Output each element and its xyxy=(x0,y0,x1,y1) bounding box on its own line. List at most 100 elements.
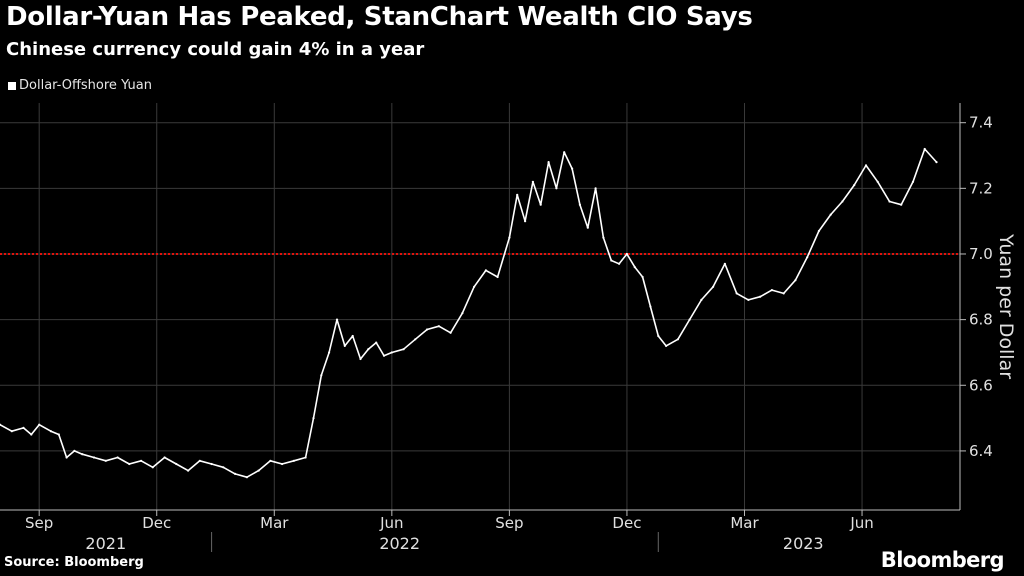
data-point xyxy=(292,459,295,462)
chart-subtitle: Chinese currency could gain 4% in a year xyxy=(6,39,425,60)
data-point xyxy=(911,180,915,183)
data-point xyxy=(343,344,346,347)
data-point xyxy=(151,466,154,469)
data-point xyxy=(198,459,201,462)
data-point xyxy=(81,453,84,456)
data-point xyxy=(304,456,307,459)
data-point xyxy=(618,262,621,265)
x-tick-label: Sep xyxy=(25,514,53,532)
data-point xyxy=(426,328,429,331)
x-tick-label: Dec xyxy=(142,514,171,532)
data-point xyxy=(864,164,868,167)
data-point xyxy=(473,285,476,288)
data-point xyxy=(57,433,60,436)
data-point xyxy=(38,423,41,426)
data-point xyxy=(257,469,260,472)
data-point xyxy=(665,344,668,347)
y-tick-label: 7.2 xyxy=(969,179,993,197)
data-point xyxy=(359,357,362,361)
data-point xyxy=(382,354,386,357)
data-point xyxy=(210,462,213,466)
data-point xyxy=(806,256,809,259)
data-point xyxy=(547,161,550,164)
grid-layer xyxy=(0,103,960,510)
data-point xyxy=(841,200,844,203)
data-point xyxy=(900,203,903,206)
data-point xyxy=(602,236,605,239)
data-point xyxy=(578,203,582,206)
chart-legend: Dollar-Offshore Yuan xyxy=(8,78,152,93)
data-point xyxy=(128,462,131,466)
data-point xyxy=(328,351,331,354)
data-point xyxy=(649,305,652,308)
data-point xyxy=(367,348,370,351)
x-tick-label: Jun xyxy=(849,514,873,532)
year-label: 2022 xyxy=(379,534,420,553)
data-point xyxy=(555,187,558,190)
data-point xyxy=(390,351,393,354)
data-point xyxy=(688,318,691,321)
source-note: Source: Bloomberg xyxy=(4,555,144,570)
data-point xyxy=(73,449,76,452)
bloomberg-logo: Bloomberg xyxy=(880,548,1005,572)
data-point xyxy=(610,259,613,262)
legend-swatch xyxy=(8,81,16,90)
data-point xyxy=(92,456,96,459)
data-point xyxy=(496,275,499,279)
data-point xyxy=(175,462,178,466)
data-point xyxy=(539,203,542,206)
data-point xyxy=(676,338,680,341)
x-tick-label: Jun xyxy=(379,514,403,532)
data-point xyxy=(437,325,440,328)
y-tick-label: 6.8 xyxy=(969,311,993,329)
data-point xyxy=(245,476,248,479)
data-point xyxy=(524,220,527,223)
data-point xyxy=(633,266,636,269)
data-point xyxy=(116,456,119,459)
data-point xyxy=(0,423,2,426)
data-point xyxy=(782,292,785,295)
y-tick-label: 7.4 xyxy=(969,114,993,132)
data-point xyxy=(723,262,727,265)
data-point xyxy=(759,295,762,298)
data-point xyxy=(49,430,53,433)
y-tick-label: 7.0 xyxy=(969,245,993,263)
x-tick-label: Mar xyxy=(730,514,759,532)
data-point xyxy=(700,298,703,301)
data-point xyxy=(935,161,938,164)
data-point xyxy=(586,226,589,229)
data-point xyxy=(320,374,323,377)
data-point xyxy=(414,338,417,341)
data-point xyxy=(22,426,25,429)
data-point xyxy=(187,469,190,472)
data-point xyxy=(65,456,68,459)
data-point xyxy=(747,298,750,301)
data-point xyxy=(853,184,856,187)
data-point xyxy=(571,167,574,170)
series-layer xyxy=(0,147,938,479)
data-point xyxy=(10,430,13,433)
data-point xyxy=(641,275,644,279)
data-point xyxy=(163,456,166,459)
data-point xyxy=(508,236,511,239)
data-point xyxy=(30,433,33,436)
data-point xyxy=(657,334,660,338)
data-point xyxy=(829,213,832,216)
data-point xyxy=(712,285,715,288)
data-point xyxy=(281,462,284,466)
data-point xyxy=(794,279,797,282)
data-point xyxy=(516,193,519,196)
x-tick-label: Mar xyxy=(260,514,289,532)
data-point xyxy=(222,466,225,469)
data-point xyxy=(484,269,487,272)
data-point xyxy=(312,417,315,420)
data-point xyxy=(735,292,738,295)
data-point xyxy=(461,312,464,315)
data-point xyxy=(269,459,272,462)
data-point xyxy=(531,180,535,183)
data-point xyxy=(449,331,452,334)
data-point xyxy=(594,187,597,190)
data-point xyxy=(402,348,405,351)
x-tick-label: Sep xyxy=(495,514,523,532)
